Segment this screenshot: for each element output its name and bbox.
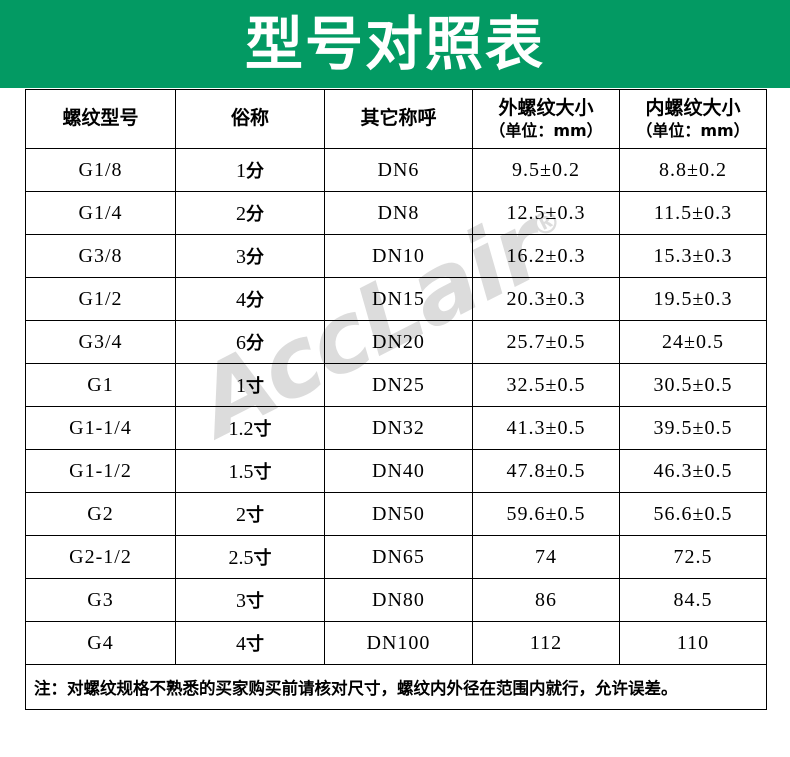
cell-thread-model: G1/2	[25, 277, 176, 321]
cell-common-name: 1分	[175, 148, 325, 192]
cell-other-name: DN15	[324, 277, 473, 321]
table-row: G2 2寸 DN50 59.6±0.5 56.6±0.5	[25, 492, 767, 536]
cell-other-name: DN40	[324, 449, 473, 493]
cell-inner-diameter: 19.5±0.3	[619, 277, 767, 321]
table-header: 螺纹型号 俗称 其它称呼 外螺纹大小 （单位：mm） 内螺纹大小 （单位：mm）	[25, 89, 767, 149]
cell-common-name: 1.5寸	[175, 449, 325, 493]
cell-inner-diameter: 56.6±0.5	[619, 492, 767, 536]
title-banner: 型号对照表	[0, 0, 790, 88]
column-header-common-name: 俗称	[175, 89, 325, 149]
column-header-thread-model: 螺纹型号	[25, 89, 176, 149]
cell-outer-diameter: 9.5±0.2	[472, 148, 620, 192]
cell-outer-diameter: 59.6±0.5	[472, 492, 620, 536]
cell-common-name: 6分	[175, 320, 325, 364]
cell-thread-model: G2	[25, 492, 176, 536]
cell-thread-model: G1/8	[25, 148, 176, 192]
cell-other-name: DN100	[324, 621, 473, 665]
header-row: 螺纹型号 俗称 其它称呼 外螺纹大小 （单位：mm） 内螺纹大小 （单位：mm）	[25, 89, 767, 149]
cell-thread-model: G1-1/2	[25, 449, 176, 493]
cell-other-name: DN20	[324, 320, 473, 364]
cell-common-name: 1寸	[175, 363, 325, 407]
cell-common-name: 3分	[175, 234, 325, 278]
cell-inner-diameter: 84.5	[619, 578, 767, 622]
thread-spec-table: 螺纹型号 俗称 其它称呼 外螺纹大小 （单位：mm） 内螺纹大小 （单位：mm）…	[25, 89, 767, 710]
table-row: G3/4 6分 DN20 25.7±0.5 24±0.5	[25, 320, 767, 364]
cell-common-name: 1.2寸	[175, 406, 325, 450]
cell-other-name: DN6	[324, 148, 473, 192]
cell-common-name: 4寸	[175, 621, 325, 665]
cell-common-name: 4分	[175, 277, 325, 321]
column-header-thread-model-label: 螺纹型号	[62, 107, 139, 130]
cell-common-name: 2寸	[175, 492, 325, 536]
cell-outer-diameter: 32.5±0.5	[472, 363, 620, 407]
cell-outer-diameter: 20.3±0.3	[472, 277, 620, 321]
table-row: G4 4寸 DN100 112 110	[25, 621, 767, 665]
cell-inner-diameter: 11.5±0.3	[619, 191, 767, 235]
cell-other-name: DN8	[324, 191, 473, 235]
cell-outer-diameter: 47.8±0.5	[472, 449, 620, 493]
cell-thread-model: G3/8	[25, 234, 176, 278]
cell-outer-diameter: 74	[472, 535, 620, 579]
table-row: G3 3寸 DN80 86 84.5	[25, 578, 767, 622]
table-row: G1/4 2分 DN8 12.5±0.3 11.5±0.3	[25, 191, 767, 235]
column-header-common-name-label: 俗称	[230, 107, 269, 130]
table-row: G2-1/2 2.5寸 DN65 74 72.5	[25, 535, 767, 579]
table-body: G1/8 1分 DN6 9.5±0.2 8.8±0.2 G1/4 2分 DN8 12.5±0.3…	[25, 148, 767, 710]
cell-common-name: 3寸	[175, 578, 325, 622]
column-header-outer-diameter-label: 外螺纹大小	[498, 97, 594, 120]
cell-thread-model: G3/4	[25, 320, 176, 364]
column-header-other-name-label: 其它称呼	[360, 107, 437, 130]
table-row: G1-1/4 1.2寸 DN32 41.3±0.5 39.5±0.5	[25, 406, 767, 450]
cell-inner-diameter: 46.3±0.5	[619, 449, 767, 493]
column-header-outer-diameter-unit: （单位：mm）	[489, 120, 603, 140]
cell-outer-diameter: 16.2±0.3	[472, 234, 620, 278]
table-row: G1/8 1分 DN6 9.5±0.2 8.8±0.2	[25, 148, 767, 192]
table-note-row: 注：对螺纹规格不熟悉的买家购买前请核对尺寸，螺纹内外径在范围内就行，允许误差。	[25, 664, 767, 710]
cell-other-name: DN10	[324, 234, 473, 278]
spec-table-wrapper: 螺纹型号 俗称 其它称呼 外螺纹大小 （单位：mm） 内螺纹大小 （单位：mm）…	[25, 89, 767, 710]
cell-outer-diameter: 25.7±0.5	[472, 320, 620, 364]
cell-other-name: DN32	[324, 406, 473, 450]
cell-thread-model: G4	[25, 621, 176, 665]
cell-outer-diameter: 112	[472, 621, 620, 665]
cell-thread-model: G3	[25, 578, 176, 622]
table-row: G1/2 4分 DN15 20.3±0.3 19.5±0.3	[25, 277, 767, 321]
table-row: G1 1寸 DN25 32.5±0.5 30.5±0.5	[25, 363, 767, 407]
page-title: 型号对照表	[244, 10, 545, 78]
cell-inner-diameter: 30.5±0.5	[619, 363, 767, 407]
cell-outer-diameter: 12.5±0.3	[472, 191, 620, 235]
column-header-inner-diameter: 内螺纹大小 （单位：mm）	[619, 89, 767, 149]
column-header-inner-diameter-label: 内螺纹大小	[645, 97, 741, 120]
cell-inner-diameter: 110	[619, 621, 767, 665]
cell-inner-diameter: 24±0.5	[619, 320, 767, 364]
cell-outer-diameter: 86	[472, 578, 620, 622]
cell-common-name: 2分	[175, 191, 325, 235]
cell-inner-diameter: 39.5±0.5	[619, 406, 767, 450]
cell-thread-model: G1-1/4	[25, 406, 176, 450]
table-row: G3/8 3分 DN10 16.2±0.3 15.3±0.3	[25, 234, 767, 278]
table-row: G1-1/2 1.5寸 DN40 47.8±0.5 46.3±0.5	[25, 449, 767, 493]
column-header-inner-diameter-unit: （单位：mm）	[636, 120, 750, 140]
cell-other-name: DN65	[324, 535, 473, 579]
cell-other-name: DN80	[324, 578, 473, 622]
column-header-outer-diameter: 外螺纹大小 （单位：mm）	[472, 89, 620, 149]
cell-inner-diameter: 8.8±0.2	[619, 148, 767, 192]
cell-outer-diameter: 41.3±0.5	[472, 406, 620, 450]
table-note: 注：对螺纹规格不熟悉的买家购买前请核对尺寸，螺纹内外径在范围内就行，允许误差。	[25, 664, 767, 710]
cell-other-name: DN50	[324, 492, 473, 536]
cell-thread-model: G2-1/2	[25, 535, 176, 579]
cell-inner-diameter: 15.3±0.3	[619, 234, 767, 278]
cell-other-name: DN25	[324, 363, 473, 407]
cell-thread-model: G1	[25, 363, 176, 407]
cell-thread-model: G1/4	[25, 191, 176, 235]
column-header-other-name: 其它称呼	[324, 89, 473, 149]
cell-common-name: 2.5寸	[175, 535, 325, 579]
cell-inner-diameter: 72.5	[619, 535, 767, 579]
